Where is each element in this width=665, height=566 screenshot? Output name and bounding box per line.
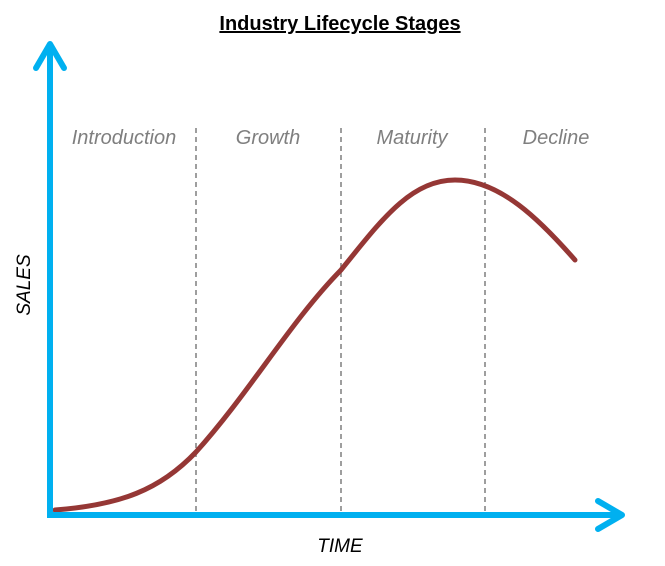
- stage-label: Maturity: [376, 127, 448, 149]
- stage-label: Growth: [236, 127, 300, 149]
- y-axis-arrow: [33, 41, 67, 71]
- y-axis-label: SALES: [14, 254, 35, 316]
- title: Industry Lifecycle Stages: [219, 13, 460, 35]
- stage-label: Introduction: [72, 127, 177, 149]
- x-axis-arrow: [595, 498, 625, 532]
- x-axis-label: TIME: [317, 536, 363, 557]
- lifecycle-curve: [52, 177, 578, 513]
- stage-label: Decline: [523, 127, 590, 149]
